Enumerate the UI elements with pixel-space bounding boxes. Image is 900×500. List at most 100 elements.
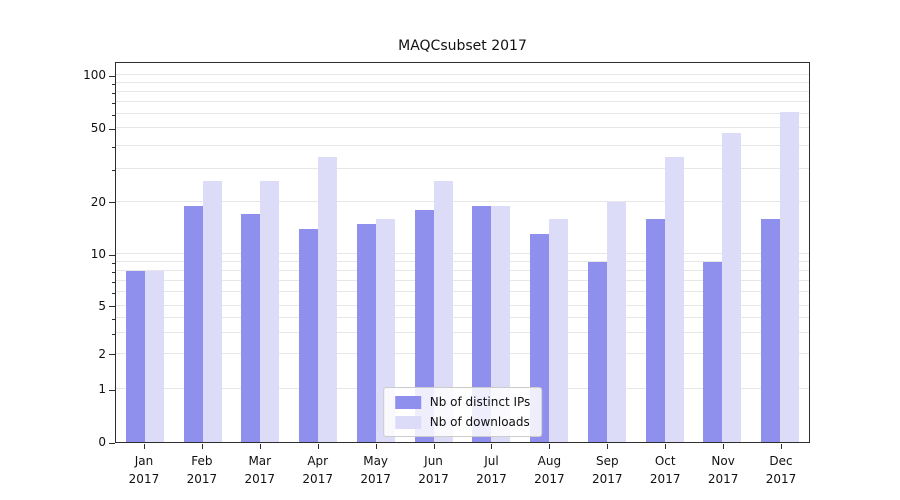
ytick-minor-mark — [112, 318, 115, 320]
gridline — [116, 304, 809, 306]
xtick-label: Dec 2017 — [746, 452, 816, 488]
ytick-minor-mark — [112, 271, 115, 273]
legend-swatch-distinct-ips — [394, 395, 421, 409]
bar-distinct-ips — [587, 262, 607, 442]
bar-distinct-ips — [356, 223, 376, 442]
bar-pair — [356, 218, 395, 442]
bar-distinct-ips — [472, 205, 492, 442]
gridline — [116, 331, 809, 333]
plot-area: Nb of distinct IPs Nb of downloads — [115, 62, 810, 443]
ytick-label: 100 — [83, 68, 106, 83]
bar-group — [694, 63, 752, 442]
xtick-month: Mar — [248, 454, 272, 468]
xtick-month: Jul — [484, 454, 499, 468]
bar-distinct-ips — [645, 218, 665, 442]
xtick-label: Mar 2017 — [225, 452, 295, 488]
bar-downloads — [202, 180, 222, 442]
bar-group — [405, 63, 463, 442]
ytick-label: 2 — [98, 346, 106, 361]
chart-title: MAQCsubset 2017 — [398, 38, 527, 54]
ytick-mark — [109, 75, 115, 77]
xtick-year: 2017 — [765, 472, 797, 486]
bar-pair — [241, 180, 280, 442]
bar-group — [578, 63, 636, 442]
xtick-year: 2017 — [128, 472, 160, 486]
ytick-minor-mark — [112, 115, 115, 117]
gridline — [116, 145, 809, 147]
gridline — [116, 74, 809, 76]
bar-pair — [645, 156, 684, 442]
xtick-mark — [781, 444, 783, 449]
bar-group — [636, 63, 694, 442]
xtick-month: Jan — [134, 454, 154, 468]
ytick-minor-mark — [112, 333, 115, 335]
ytick-label: 1 — [98, 382, 106, 397]
xtick-month: Nov — [711, 454, 735, 468]
bar-group — [116, 63, 174, 442]
bar-distinct-ips — [703, 262, 723, 442]
legend-swatch-downloads — [394, 415, 421, 429]
gridline — [116, 269, 809, 271]
xtick-mark — [549, 444, 551, 449]
ytick-label: 5 — [98, 298, 106, 313]
gridline — [116, 101, 809, 103]
xtick-month: Jun — [424, 454, 443, 468]
xtick-year: 2017 — [649, 472, 681, 486]
ytick-mark — [109, 389, 115, 391]
xtick-month: Oct — [654, 454, 676, 468]
legend-label: Nb of downloads — [429, 415, 530, 429]
xtick-year: 2017 — [186, 472, 218, 486]
xtick-label: Jun 2017 — [399, 452, 469, 488]
bar-pair — [183, 180, 222, 442]
gridline — [116, 261, 809, 263]
bar-pair — [587, 201, 626, 442]
ytick-mark — [109, 354, 115, 356]
bar-group — [463, 63, 521, 442]
bar-pair — [299, 156, 338, 442]
xtick-label: Apr 2017 — [283, 452, 353, 488]
bar-distinct-ips — [414, 209, 434, 442]
bar-group — [520, 63, 578, 442]
xtick-label: May 2017 — [341, 452, 411, 488]
bar-distinct-ips — [241, 214, 261, 442]
bar-group — [347, 63, 405, 442]
gridline — [116, 253, 809, 255]
xtick-label: Feb 2017 — [167, 452, 237, 488]
xtick-mark — [491, 444, 493, 449]
xtick-year: 2017 — [476, 472, 507, 486]
bar-distinct-ips — [183, 205, 203, 442]
xtick-mark — [143, 444, 145, 449]
bar-downloads — [260, 180, 280, 442]
xtick-mark — [433, 444, 435, 449]
bar-downloads — [549, 218, 569, 442]
xtick-month: May — [363, 454, 389, 468]
xtick-mark — [317, 444, 319, 449]
bar-distinct-ips — [125, 270, 145, 442]
bar-pair — [125, 270, 164, 442]
ytick-minor-mark — [112, 263, 115, 265]
xtick-mark — [201, 444, 203, 449]
xtick-label: Sep 2017 — [572, 452, 642, 488]
bar-pair — [761, 111, 800, 442]
ytick-label: 0 — [98, 435, 106, 449]
xtick-label: Jul 2017 — [456, 452, 526, 488]
xtick-year: 2017 — [244, 472, 276, 486]
xtick-mark — [723, 444, 725, 449]
bar-group — [751, 63, 809, 442]
gridline — [116, 316, 809, 318]
legend-item: Nb of distinct IPs — [394, 395, 530, 409]
bar-distinct-ips — [299, 228, 319, 442]
bar-group — [174, 63, 232, 442]
gridline — [116, 291, 809, 293]
bar-downloads — [780, 111, 800, 442]
bar-pair — [472, 205, 511, 442]
bar-downloads — [664, 156, 684, 442]
gridline — [116, 82, 809, 84]
xtick-year: 2017 — [592, 472, 623, 486]
bar-pair — [414, 180, 453, 442]
gridline — [116, 127, 809, 129]
ytick-label: 10 — [90, 247, 106, 262]
xtick-month: Feb — [191, 454, 213, 468]
gridline — [116, 200, 809, 202]
ytick-mark — [109, 442, 115, 444]
